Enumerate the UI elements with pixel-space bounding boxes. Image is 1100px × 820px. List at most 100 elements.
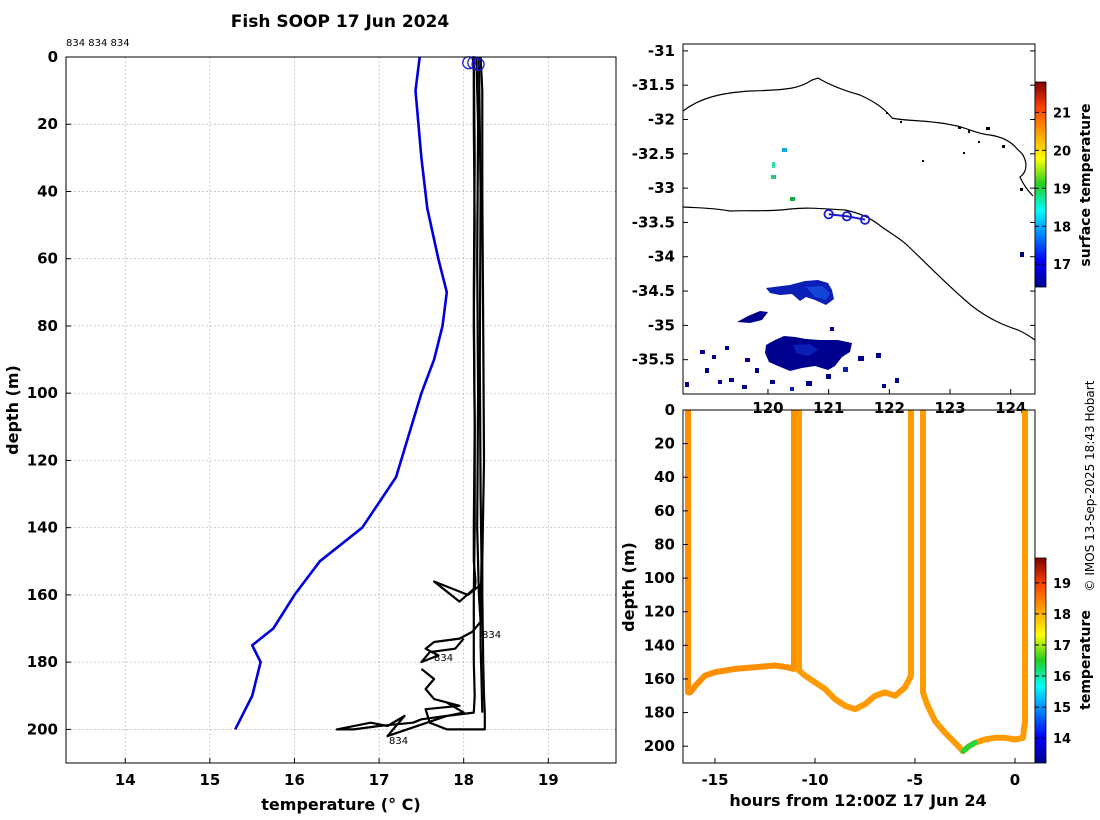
map-lat-tick-label: -35	[648, 316, 675, 334]
section-y-tick-label: 20	[654, 435, 675, 453]
colorbar-tick-label: 19	[1053, 577, 1071, 592]
section-y-tick-label: 0	[665, 401, 675, 419]
colorbar-tick-label: 14	[1053, 732, 1071, 747]
colorbar-tick-label: 17	[1053, 258, 1071, 273]
section-x-tick-label: -5	[907, 771, 924, 789]
annotation-834: 834	[482, 630, 501, 641]
sst-patch	[806, 286, 830, 300]
y-tick-label: 20	[37, 115, 58, 133]
x-axis-label: temperature (° C)	[261, 795, 420, 814]
map-colorbar	[1034, 81, 1047, 288]
map-lon-tick-label: 120	[752, 399, 783, 417]
section-x-axis-label: hours from 12:00Z 17 Jun 24	[729, 791, 986, 810]
series-line-climatology	[234, 57, 449, 730]
map-data	[683, 77, 1035, 391]
profile-frame	[65, 56, 617, 764]
section-cast-trace	[920, 410, 1028, 755]
map-lat-tick-label: -31	[648, 42, 675, 60]
profile-grid	[66, 56, 616, 763]
colorbar-tick-label: 16	[1053, 670, 1071, 685]
section-cast-trace	[685, 410, 797, 696]
profile-ticks: 14 15 16 17 18 19 0 20 40 60 80 100 120 140 160 180 200	[27, 48, 559, 789]
map-lat-tick-label: -33	[648, 179, 675, 197]
ship-track	[823, 209, 871, 225]
map-lat-tick-label: -33.5	[632, 213, 675, 231]
x-tick-label: 14	[115, 771, 136, 789]
section-x-tick-label: 0	[1010, 771, 1020, 789]
sst-patch	[737, 311, 768, 323]
section-y-tick-label: 120	[644, 603, 675, 621]
ship-track-line	[828, 213, 866, 221]
map-lat-tick-label: -34	[648, 248, 675, 266]
map-lon-tick-label: 123	[934, 399, 965, 417]
section-colorbar-ticks: 14 15 16 17 18 19	[1035, 577, 1071, 747]
section-x-tick-label: -15	[701, 771, 728, 789]
map-chart: -31 -31.5 -32 -32.5 -33 -33.5 -34 -34.5 -35 -35.5…	[632, 42, 1094, 417]
map-lat-tick-label: -35.5	[632, 351, 675, 369]
map-lat-tick-label: -32.5	[632, 145, 675, 163]
colorbar-tick-label: 19	[1053, 182, 1071, 197]
chart-title: Fish SOOP 17 Jun 2024	[231, 12, 450, 32]
coastline	[683, 206, 1035, 341]
section-data	[685, 410, 1028, 755]
colorbar-tick-label: 18	[1053, 220, 1071, 235]
section-y-tick-label: 40	[654, 468, 675, 486]
section-y-tick-label: 100	[644, 569, 675, 587]
section-y-tick-label: 180	[644, 704, 675, 722]
y-tick-label: 60	[37, 250, 58, 268]
copyright-note: © IMOS 13-Sep-2025 18:43 Hobart	[1083, 380, 1097, 591]
section-ticks: 0 20 40 60 80 100 120 140 160 180 200 -15 -10 -5 0	[644, 401, 1021, 789]
track-point	[823, 209, 834, 220]
series-line-cast-5	[477, 57, 484, 713]
series-line-cast-2	[420, 57, 482, 664]
colorbar-tick-label: 15	[1053, 701, 1071, 716]
map-lat-tick-label: -34.5	[632, 282, 675, 300]
profile-lines	[234, 57, 486, 738]
y-tick-label: 180	[27, 653, 58, 671]
map-ticks: -31 -31.5 -32 -32.5 -33 -33.5 -34 -34.5 -35 -35.5…	[632, 42, 1035, 417]
x-tick-label: 17	[369, 771, 390, 789]
track-point	[859, 214, 871, 225]
section-cold-segment	[960, 740, 978, 754]
section-y-tick-label: 160	[644, 670, 675, 688]
map-lat-tick-label: -32	[648, 110, 675, 128]
y-tick-label: 40	[37, 182, 58, 200]
section-y-tick-label: 140	[644, 636, 675, 654]
sst-patch	[793, 344, 818, 356]
y-tick-label: 140	[27, 519, 58, 537]
y-tick-label: 100	[27, 384, 58, 402]
coastline	[683, 77, 1034, 197]
profile-chart: 14 15 16 17 18 19020406080100120140160180200 …	[3, 48, 617, 814]
y-tick-label: 160	[27, 586, 58, 604]
cast-start-marker	[471, 57, 485, 72]
colorbar-tick-label: 21	[1053, 106, 1071, 121]
x-tick-label: 15	[199, 771, 220, 789]
y-tick-label: 120	[27, 451, 58, 469]
x-tick-label: 16	[284, 771, 305, 789]
x-tick-label: 18	[453, 771, 474, 789]
x-tick-label: 19	[538, 771, 559, 789]
section-y-tick-label: 60	[654, 502, 675, 520]
map-lat-tick-label: -31.5	[632, 76, 675, 94]
colorbar-tick-label: 20	[1053, 144, 1071, 159]
y-tick-label: 80	[37, 317, 58, 335]
series-line-cast-4	[335, 57, 476, 738]
section-cast-trace	[796, 410, 914, 713]
map-lon-tick-label: 124	[995, 399, 1026, 417]
annotation-834: 834	[434, 653, 453, 664]
sst-patch	[766, 280, 834, 305]
series-line-cast-3	[420, 57, 486, 731]
y-tick-label: 0	[48, 48, 58, 66]
map-lon-tick-label: 121	[813, 399, 844, 417]
section-y-axis-label: depth (m)	[619, 542, 638, 632]
section-y-tick-label: 200	[644, 737, 675, 755]
track-point	[841, 211, 852, 222]
section-y-tick-label: 80	[654, 535, 675, 553]
colorbar-tick-label: 18	[1053, 608, 1071, 623]
y-axis-label: depth (m)	[3, 365, 22, 455]
section-colorbar	[1034, 557, 1047, 764]
map-colorbar-label: surface temperature	[1078, 103, 1094, 266]
y-tick-label: 200	[27, 720, 58, 738]
